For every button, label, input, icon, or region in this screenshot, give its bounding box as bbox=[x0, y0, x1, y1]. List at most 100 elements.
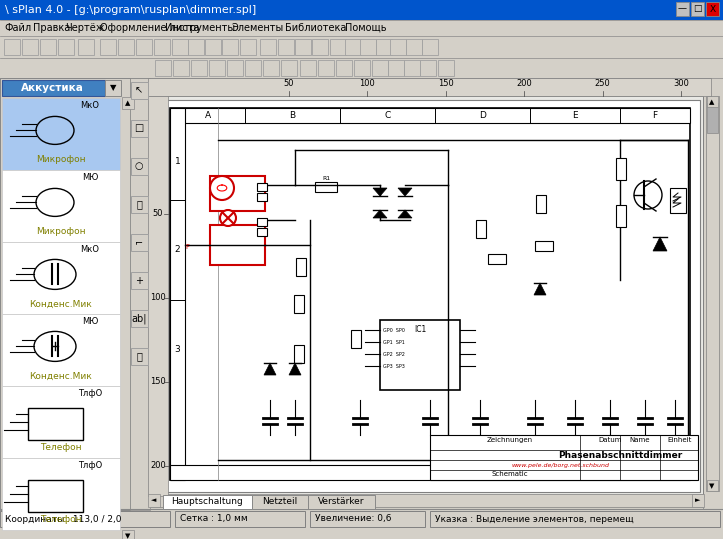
Bar bbox=[170, 108, 185, 480]
Polygon shape bbox=[289, 363, 301, 375]
Polygon shape bbox=[653, 237, 667, 251]
Bar bbox=[257, 193, 267, 201]
Bar bbox=[308, 495, 375, 509]
Bar bbox=[170, 108, 690, 480]
Text: IC1: IC1 bbox=[414, 326, 426, 335]
Polygon shape bbox=[373, 188, 387, 196]
Bar bbox=[2, 242, 120, 314]
Bar bbox=[131, 234, 148, 251]
Text: 1: 1 bbox=[175, 157, 180, 166]
Text: ab|: ab| bbox=[132, 313, 147, 324]
Bar bbox=[28, 480, 83, 512]
Bar bbox=[351, 330, 361, 348]
Bar bbox=[122, 97, 134, 109]
Bar bbox=[422, 39, 438, 55]
Text: Телефон: Телефон bbox=[40, 515, 82, 524]
Text: ТлфО: ТлфО bbox=[78, 461, 102, 471]
Text: ⌐: ⌐ bbox=[135, 238, 143, 247]
Bar bbox=[170, 465, 690, 480]
Bar bbox=[390, 39, 406, 55]
Bar bbox=[676, 2, 689, 16]
Text: 50: 50 bbox=[283, 79, 294, 88]
Text: 3: 3 bbox=[175, 345, 180, 355]
Bar bbox=[263, 60, 279, 76]
Bar bbox=[296, 258, 306, 276]
Text: D: D bbox=[479, 111, 486, 120]
Ellipse shape bbox=[34, 331, 76, 362]
Bar bbox=[691, 2, 704, 16]
Bar bbox=[0, 20, 723, 36]
Text: Файл: Файл bbox=[4, 23, 31, 33]
Bar bbox=[616, 205, 626, 227]
Text: E: E bbox=[572, 111, 578, 120]
Bar bbox=[0, 78, 130, 510]
Text: Конденс.Мик: Конденс.Мик bbox=[30, 371, 93, 381]
Bar bbox=[318, 60, 334, 76]
Bar bbox=[706, 96, 719, 491]
Text: +: + bbox=[135, 275, 143, 286]
Text: B: B bbox=[289, 111, 296, 120]
Bar bbox=[210, 225, 265, 265]
Bar bbox=[281, 60, 297, 76]
Bar bbox=[388, 60, 404, 76]
Bar bbox=[122, 530, 134, 539]
Bar bbox=[148, 494, 703, 507]
Text: Einheit: Einheit bbox=[668, 437, 692, 443]
Bar bbox=[2, 98, 120, 170]
Text: A: A bbox=[205, 111, 210, 120]
Text: Phasenabschnittdimmer: Phasenabschnittdimmer bbox=[558, 451, 682, 460]
Text: Микрофон: Микрофон bbox=[36, 155, 86, 164]
Bar bbox=[406, 39, 422, 55]
Text: 200: 200 bbox=[150, 461, 166, 471]
Bar bbox=[0, 509, 723, 539]
Bar bbox=[345, 39, 361, 55]
Bar bbox=[0, 36, 723, 58]
Bar bbox=[476, 220, 486, 238]
Text: Сетка : 1,0 мм: Сетка : 1,0 мм bbox=[180, 515, 248, 523]
Bar bbox=[78, 39, 94, 55]
Text: 🔍: 🔍 bbox=[136, 351, 142, 362]
Ellipse shape bbox=[34, 259, 76, 289]
Bar bbox=[227, 60, 243, 76]
Text: —: — bbox=[678, 4, 687, 13]
Bar bbox=[2, 80, 105, 96]
Text: ▼: ▼ bbox=[110, 84, 116, 93]
Bar bbox=[404, 60, 420, 76]
Text: Инструменты: Инструменты bbox=[165, 23, 235, 33]
Bar bbox=[245, 60, 261, 76]
Ellipse shape bbox=[36, 189, 74, 216]
Bar bbox=[131, 310, 148, 327]
Text: ▲: ▲ bbox=[125, 100, 131, 106]
Text: C: C bbox=[385, 111, 390, 120]
Bar bbox=[257, 183, 267, 191]
Bar bbox=[148, 495, 703, 511]
Bar bbox=[210, 176, 265, 211]
Bar bbox=[148, 96, 168, 496]
Bar bbox=[310, 511, 425, 527]
Bar bbox=[616, 158, 626, 180]
Bar bbox=[155, 60, 171, 76]
Bar bbox=[105, 80, 121, 96]
Text: ▲: ▲ bbox=[709, 99, 715, 105]
Bar bbox=[222, 39, 238, 55]
Bar bbox=[175, 511, 305, 527]
Text: 50: 50 bbox=[153, 210, 163, 218]
Text: Увеличение: 0,6: Увеличение: 0,6 bbox=[315, 515, 391, 523]
Bar bbox=[4, 39, 20, 55]
Text: Конденс.Мик: Конденс.Мик bbox=[30, 300, 93, 308]
Bar bbox=[154, 39, 170, 55]
Bar bbox=[535, 241, 553, 251]
Text: F: F bbox=[185, 244, 189, 250]
Bar bbox=[173, 60, 189, 76]
Text: ⤢: ⤢ bbox=[136, 199, 142, 210]
Bar bbox=[172, 39, 188, 55]
Text: □: □ bbox=[134, 123, 144, 134]
Bar bbox=[240, 39, 256, 55]
Text: 100: 100 bbox=[359, 79, 375, 88]
Text: ○: ○ bbox=[134, 162, 143, 171]
Polygon shape bbox=[534, 283, 546, 295]
Text: 150: 150 bbox=[437, 79, 453, 88]
Text: Zeichnungen: Zeichnungen bbox=[487, 437, 533, 443]
Text: МкО: МкО bbox=[80, 101, 100, 110]
Text: GP3  SP3: GP3 SP3 bbox=[383, 363, 405, 369]
